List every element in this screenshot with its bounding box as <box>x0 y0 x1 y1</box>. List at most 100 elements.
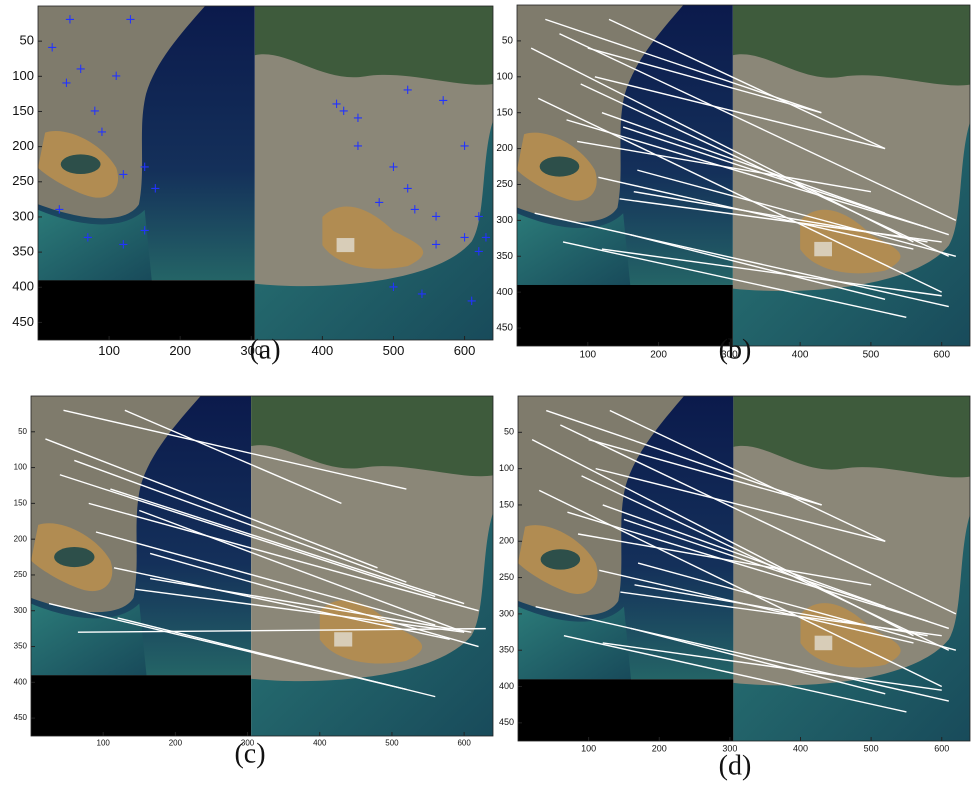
y-tick-label: 200 <box>499 536 514 546</box>
keypoint: + <box>331 97 342 112</box>
y-tick-label: 450 <box>12 314 34 329</box>
keypoint: + <box>431 238 442 253</box>
keypoint: + <box>111 69 122 84</box>
x-tick-label: 100 <box>581 743 596 753</box>
x-tick-label: 100 <box>579 350 596 361</box>
keypoint: + <box>416 287 427 302</box>
y-tick-label: 50 <box>20 33 34 48</box>
keypoint: + <box>75 62 86 77</box>
y-tick-label: 100 <box>14 463 28 472</box>
x-tick-label: 200 <box>652 743 667 753</box>
y-tick-label: 200 <box>14 534 28 543</box>
caption: (d) <box>719 750 752 781</box>
keypoint: + <box>466 294 477 309</box>
image <box>31 396 497 740</box>
keypoint: + <box>61 76 72 91</box>
y-tick-label: 100 <box>12 68 34 83</box>
keypoint: + <box>118 167 129 182</box>
water <box>54 547 94 567</box>
x-tick-label: 200 <box>650 350 667 361</box>
image-content <box>517 5 974 350</box>
keypoint: + <box>89 104 100 119</box>
y-tick-label: 350 <box>499 645 514 655</box>
image-content <box>518 396 974 745</box>
y-tick-label: 200 <box>12 138 34 153</box>
keypoint: + <box>402 181 413 196</box>
keypoint: + <box>409 202 420 217</box>
y-tick-label: 50 <box>504 427 514 437</box>
y-tick-label: 250 <box>12 173 34 188</box>
y-tick-label: 50 <box>18 427 27 436</box>
y-tick-label: 100 <box>496 71 513 82</box>
keypoint: + <box>388 160 399 175</box>
keypoint: + <box>139 160 150 175</box>
keypoint: + <box>97 125 108 140</box>
x-tick-label: 400 <box>312 343 334 358</box>
keypoint: + <box>54 202 65 217</box>
figure: +++++++++++++++++++++++++++++++++++10020… <box>0 0 975 786</box>
keypoint: + <box>150 181 161 196</box>
blank <box>517 285 733 350</box>
y-tick-label: 450 <box>496 323 513 334</box>
keypoint: + <box>65 13 76 28</box>
image: +++++++++++++++++++++++++++++++++++ <box>38 6 497 344</box>
y-tick-label: 250 <box>14 570 28 579</box>
keypoint: + <box>480 231 491 246</box>
keypoint: + <box>431 209 442 224</box>
beach <box>334 632 352 646</box>
page: {"panels": [ {"caption": "(a)", "xlim": … <box>0 0 975 786</box>
keypoint: + <box>388 280 399 295</box>
y-tick-label: 350 <box>14 642 28 651</box>
image <box>517 5 974 350</box>
keypoint: + <box>438 93 449 108</box>
x-tick-label: 400 <box>313 738 327 747</box>
y-tick-label: 400 <box>496 287 513 298</box>
beach <box>337 238 355 252</box>
x-tick-label: 100 <box>98 343 120 358</box>
keypoint: + <box>47 41 58 56</box>
image-content <box>38 6 497 344</box>
x-tick-label: 200 <box>169 343 191 358</box>
y-tick-label: 250 <box>499 572 514 582</box>
panel: 1002003004005006005010015020025030035040… <box>496 5 973 365</box>
x-tick-label: 600 <box>933 350 950 361</box>
y-tick-label: 250 <box>496 179 513 190</box>
y-tick-label: 300 <box>499 608 514 618</box>
x-tick-label: 500 <box>863 350 880 361</box>
keypoint: + <box>352 111 363 126</box>
y-tick-label: 100 <box>499 463 514 473</box>
x-tick-label: 600 <box>457 738 471 747</box>
keypoint: + <box>352 139 363 154</box>
blank <box>38 280 255 343</box>
keypoint: + <box>125 13 136 28</box>
panel: 1002003004005006005010015020025030035040… <box>499 396 974 781</box>
y-tick-label: 450 <box>14 713 28 722</box>
caption: (c) <box>234 738 265 769</box>
y-tick-label: 400 <box>499 681 514 691</box>
y-tick-label: 300 <box>14 606 28 615</box>
beach <box>815 636 833 651</box>
y-tick-label: 150 <box>14 498 28 507</box>
y-tick-label: 300 <box>12 208 34 223</box>
x-tick-label: 500 <box>385 738 399 747</box>
keypoint: + <box>374 195 385 210</box>
x-tick-label: 500 <box>383 343 405 358</box>
y-tick-label: 350 <box>496 251 513 262</box>
x-tick-label: 100 <box>97 738 111 747</box>
water <box>540 156 580 176</box>
keypoint: + <box>402 83 413 98</box>
x-tick-label: 600 <box>454 343 476 358</box>
keypoint: + <box>139 224 150 239</box>
y-tick-label: 150 <box>496 107 513 118</box>
keypoint: + <box>82 231 93 246</box>
x-tick-label: 400 <box>793 743 808 753</box>
y-tick-label: 150 <box>12 103 34 118</box>
water <box>541 549 581 569</box>
caption: (a) <box>249 334 280 365</box>
x-tick-label: 500 <box>864 743 879 753</box>
y-tick-label: 350 <box>12 244 34 259</box>
y-tick-label: 400 <box>14 677 28 686</box>
x-tick-label: 600 <box>934 743 949 753</box>
